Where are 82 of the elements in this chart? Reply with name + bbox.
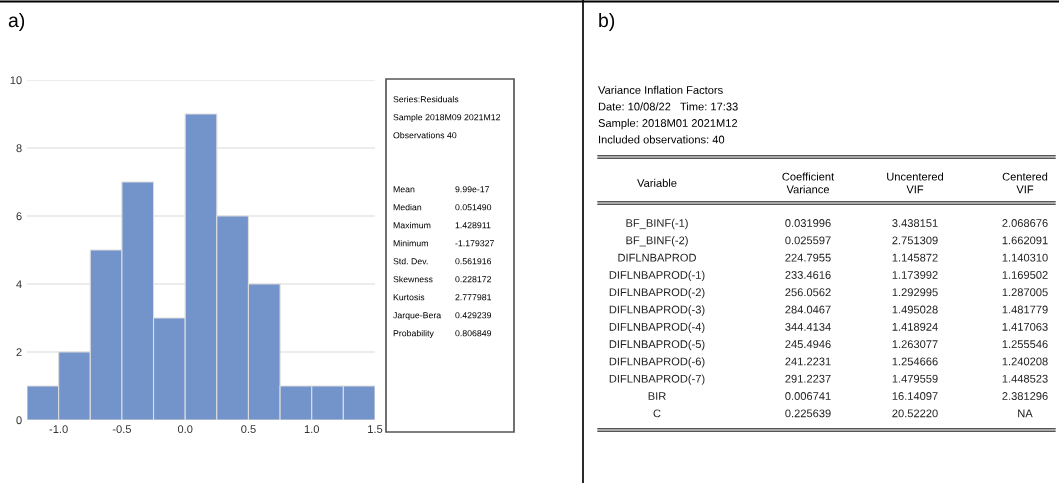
text: 0.031996 bbox=[785, 219, 831, 227]
text: 1.481779 bbox=[1002, 305, 1048, 314]
text: Observations 40 bbox=[393, 131, 457, 139]
text: 1.495028 bbox=[892, 305, 938, 314]
text: 0.006741 bbox=[785, 392, 831, 400]
text: 291.2237 bbox=[785, 374, 831, 383]
text: Included observations: 40 bbox=[599, 135, 725, 144]
text: BF_BINF(-1) bbox=[626, 218, 688, 230]
text: 2.751309 bbox=[892, 236, 938, 245]
text: 1.173992 bbox=[892, 271, 938, 279]
text: 20.52220 bbox=[892, 409, 938, 418]
text: DIFLNBAPROD(-5) bbox=[609, 339, 705, 351]
text: DIFLNBAPROD bbox=[618, 253, 696, 262]
x-tick-label: 0.5 bbox=[241, 425, 256, 434]
text: Minimum -1.179327 bbox=[393, 239, 494, 247]
chart-title: a) bbox=[8, 12, 25, 32]
text: 2.381296 bbox=[1002, 392, 1048, 400]
text: BF_BINF(-2) bbox=[626, 236, 688, 247]
y-tick-label: 2 bbox=[16, 348, 22, 357]
text: 241.2231 bbox=[785, 357, 831, 366]
text: Centered VIF bbox=[1002, 172, 1048, 194]
text: 245.4946 bbox=[785, 340, 831, 349]
text: Coefficient Variance bbox=[782, 172, 835, 194]
x-tick-label: 1.5 bbox=[368, 425, 383, 434]
text: 0.025597 bbox=[785, 236, 831, 245]
y-tick-label: 0 bbox=[16, 416, 22, 425]
text: Maximum 1.428911 bbox=[393, 221, 491, 229]
text: DIFLNBAPROD(-1) bbox=[609, 270, 705, 282]
text: Skewness 0.228172 bbox=[393, 275, 492, 283]
y-tick-label: 4 bbox=[16, 280, 22, 289]
y-tick-label: 6 bbox=[16, 212, 22, 221]
text: Variance Inflation Factors bbox=[598, 85, 723, 94]
text: 16.14097 bbox=[892, 392, 938, 400]
text: Uncentered VIF bbox=[887, 172, 944, 194]
text: Median 0.051490 bbox=[393, 203, 492, 211]
text: 1.479559 bbox=[892, 374, 938, 383]
text: 344.4134 bbox=[785, 322, 831, 331]
text: DIFLNBAPROD(-2) bbox=[609, 288, 705, 299]
text: Date: 10/08/22 Time: 17:33 bbox=[598, 102, 738, 111]
text: 1.417063 bbox=[1002, 322, 1048, 331]
text: NA bbox=[1018, 409, 1033, 418]
text: 3.438151 bbox=[892, 219, 938, 227]
text: 1.140310 bbox=[1002, 253, 1048, 262]
text: b) bbox=[599, 12, 615, 32]
text: 1.263077 bbox=[892, 340, 938, 349]
text: 1.145872 bbox=[892, 253, 938, 262]
text: DIFLNBAPROD(-7) bbox=[609, 374, 705, 385]
y-tick-label: 10 bbox=[10, 76, 22, 85]
x-tick-label: -0.5 bbox=[112, 425, 132, 434]
text: Mean 9.99e-17 bbox=[393, 186, 490, 193]
text: Variable bbox=[637, 178, 677, 187]
x-tick-label: 1.0 bbox=[304, 425, 320, 434]
text: Series:Residuals bbox=[393, 95, 459, 103]
text: 256.0562 bbox=[785, 288, 831, 297]
text: 1.292995 bbox=[892, 288, 938, 297]
text: Sample: 2018M01 2021M12 bbox=[598, 118, 738, 130]
text: 1.287005 bbox=[1002, 288, 1048, 297]
text: 284.0467 bbox=[785, 305, 831, 314]
text: 0.225639 bbox=[785, 409, 831, 418]
text: Probability 0.806849 bbox=[393, 329, 492, 339]
y-tick-label: 8 bbox=[16, 144, 22, 153]
text: 1.662091 bbox=[1002, 236, 1048, 245]
text: 1.240208 bbox=[1002, 357, 1048, 366]
text: 1.418924 bbox=[892, 322, 938, 331]
text: Kurtosis 2.777981 bbox=[393, 293, 492, 301]
text: 1.448523 bbox=[1002, 374, 1048, 383]
text: 1.255546 bbox=[1002, 340, 1048, 349]
text: Jarque-Bera 0.429239 bbox=[393, 312, 492, 321]
text: 233.4616 bbox=[785, 271, 831, 279]
text: DIFLNBAPROD(-6) bbox=[609, 357, 705, 368]
x-tick-label: 0.0 bbox=[177, 425, 193, 434]
text: Std. Dev. 0.561916 bbox=[393, 257, 492, 265]
text: 1.169502 bbox=[1002, 271, 1048, 279]
x-tick-label: -1.0 bbox=[49, 425, 68, 434]
text: 224.7955 bbox=[785, 253, 831, 262]
text: DIFLNBAPROD(-4) bbox=[609, 322, 705, 333]
text: 2.068676 bbox=[1002, 219, 1048, 227]
text: BIR bbox=[648, 392, 666, 400]
text: 1.254666 bbox=[892, 357, 938, 366]
text: Sample 2018M09 2021M12 bbox=[393, 113, 501, 123]
text: C bbox=[653, 409, 661, 418]
text: DIFLNBAPROD(-3) bbox=[609, 305, 705, 316]
